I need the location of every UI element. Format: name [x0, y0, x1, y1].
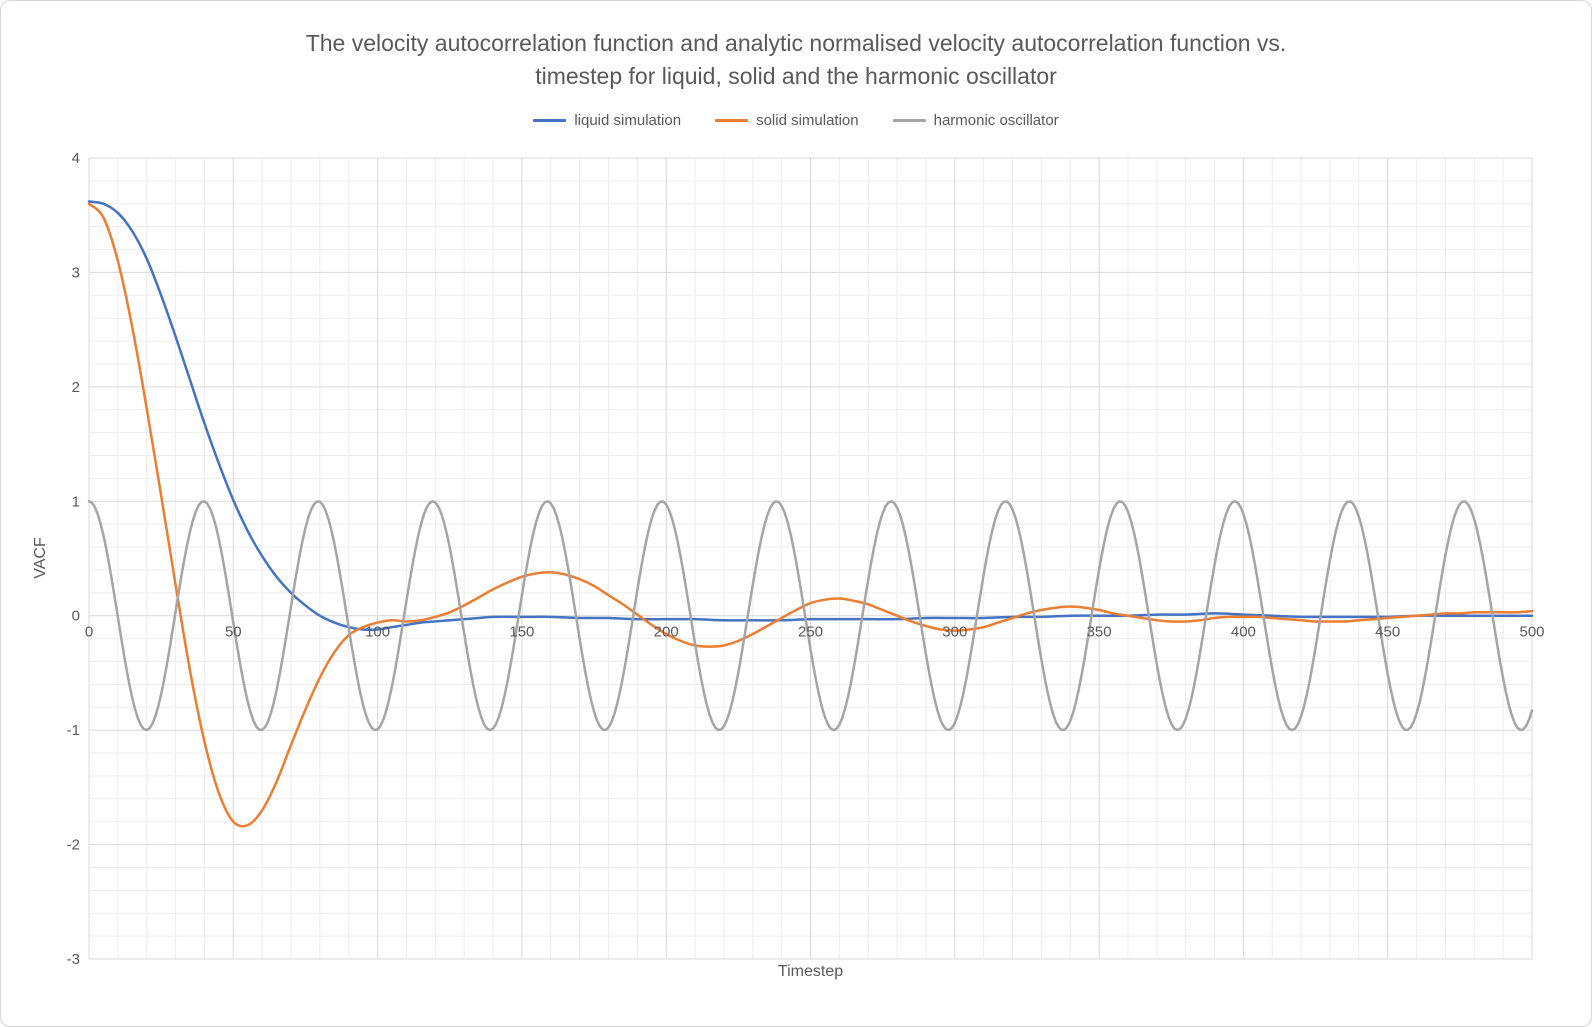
legend-item-harmonic: harmonic oscillator [892, 109, 1059, 131]
legend: liquid simulation solid simulation harmo… [1, 109, 1591, 131]
x-tick-label: 250 [798, 624, 823, 641]
x-tick-label: 500 [1519, 624, 1544, 641]
x-tick-label: 50 [225, 624, 242, 641]
chart-title-line1: The velocity autocorrelation function an… [305, 30, 1287, 56]
y-tick-label: 4 [72, 150, 80, 167]
x-tick-label: 0 [85, 624, 93, 641]
x-tick-label: 150 [509, 624, 534, 641]
y-axis-title: VACF [32, 537, 49, 579]
legend-line-swatch-liquid [533, 118, 567, 122]
x-tick-label: 300 [942, 624, 967, 641]
x-tick-label: 400 [1231, 624, 1256, 641]
y-tick-label: -3 [67, 951, 80, 968]
legend-item-solid: solid simulation [715, 109, 859, 131]
y-tick-label: 2 [72, 379, 80, 396]
legend-label: liquid simulation [574, 111, 682, 129]
chart-title-line2: timestep for liquid, solid and the harmo… [535, 63, 1057, 89]
legend-label: harmonic oscillator [933, 111, 1059, 129]
legend-item-liquid: liquid simulation [533, 109, 681, 131]
chart-title: The velocity autocorrelation function an… [1, 27, 1591, 93]
y-tick-label: -2 [67, 837, 80, 854]
y-tick-label: 0 [72, 608, 80, 625]
x-tick-label: 200 [654, 624, 679, 641]
legend-line-swatch-harmonic [892, 118, 926, 122]
y-tick-label: 3 [72, 264, 80, 281]
series-line-harmonic-oscillator [87, 500, 1534, 732]
legend-label: solid simulation [756, 111, 859, 129]
legend-line-swatch-solid [715, 118, 749, 122]
y-tick-label: -1 [67, 722, 80, 739]
x-tick-label: 100 [365, 624, 390, 641]
x-tick-label: 350 [1087, 624, 1112, 641]
series-line-liquid-simulation [87, 200, 1534, 631]
x-tick-label: 450 [1375, 624, 1400, 641]
y-tick-label: 1 [72, 493, 80, 510]
x-axis-title: Timestep [777, 963, 844, 980]
